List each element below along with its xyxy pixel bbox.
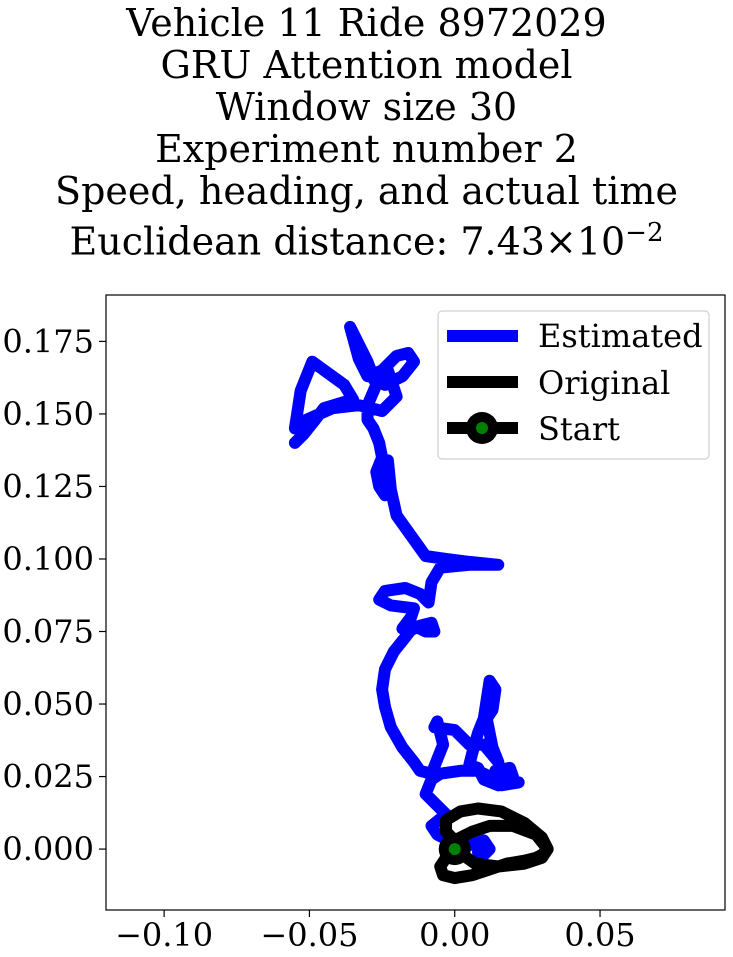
- title-distance-exp: −2: [625, 218, 664, 248]
- legend-start-marker-center: [476, 422, 488, 434]
- plot-frame: [105, 294, 726, 911]
- y-tick-label: 0.075: [2, 613, 94, 651]
- title-line-2: GRU Attention model: [160, 43, 573, 87]
- title-line-6: Euclidean distance: 7.43×10−2: [0, 212, 733, 263]
- start-marker-center: [448, 843, 461, 856]
- x-tick-label: −0.05: [260, 916, 358, 954]
- title-distance-base: 10: [576, 219, 626, 264]
- y-tick-label: 0.025: [2, 758, 94, 796]
- title-distance-prefix: Euclidean distance: 7.43: [69, 219, 545, 264]
- y-tick-label: 0.000: [2, 830, 94, 868]
- title-distance-times: ×: [544, 219, 577, 264]
- y-tick-label: 0.175: [2, 322, 94, 360]
- legend: Estimated Original Start: [437, 310, 710, 460]
- legend-label-original: Original: [538, 364, 670, 402]
- series-line-original: [434, 802, 554, 885]
- y-tick-label: 0.100: [2, 540, 94, 578]
- chart-title: Vehicle 11 Ride 8972029 GRU Attention mo…: [0, 2, 733, 263]
- series-line-estimated: [288, 320, 525, 861]
- legend-label-estimated: Estimated: [538, 317, 703, 355]
- title-line-1: Vehicle 11 Ride 8972029: [126, 1, 607, 45]
- title-line-5: Speed, heading, and actual time: [55, 169, 678, 213]
- y-tick-label: 0.125: [2, 467, 94, 505]
- title-line-4: Experiment number 2: [155, 127, 578, 171]
- x-tick-label: −0.10: [115, 916, 213, 954]
- title-line-3: Window size 30: [215, 85, 518, 129]
- x-tick-label: 0.00: [419, 916, 490, 954]
- legend-label-start: Start: [538, 410, 620, 448]
- y-tick-label: 0.150: [2, 395, 94, 433]
- x-tick-label: 0.05: [564, 916, 635, 954]
- y-tick-label: 0.050: [2, 685, 94, 723]
